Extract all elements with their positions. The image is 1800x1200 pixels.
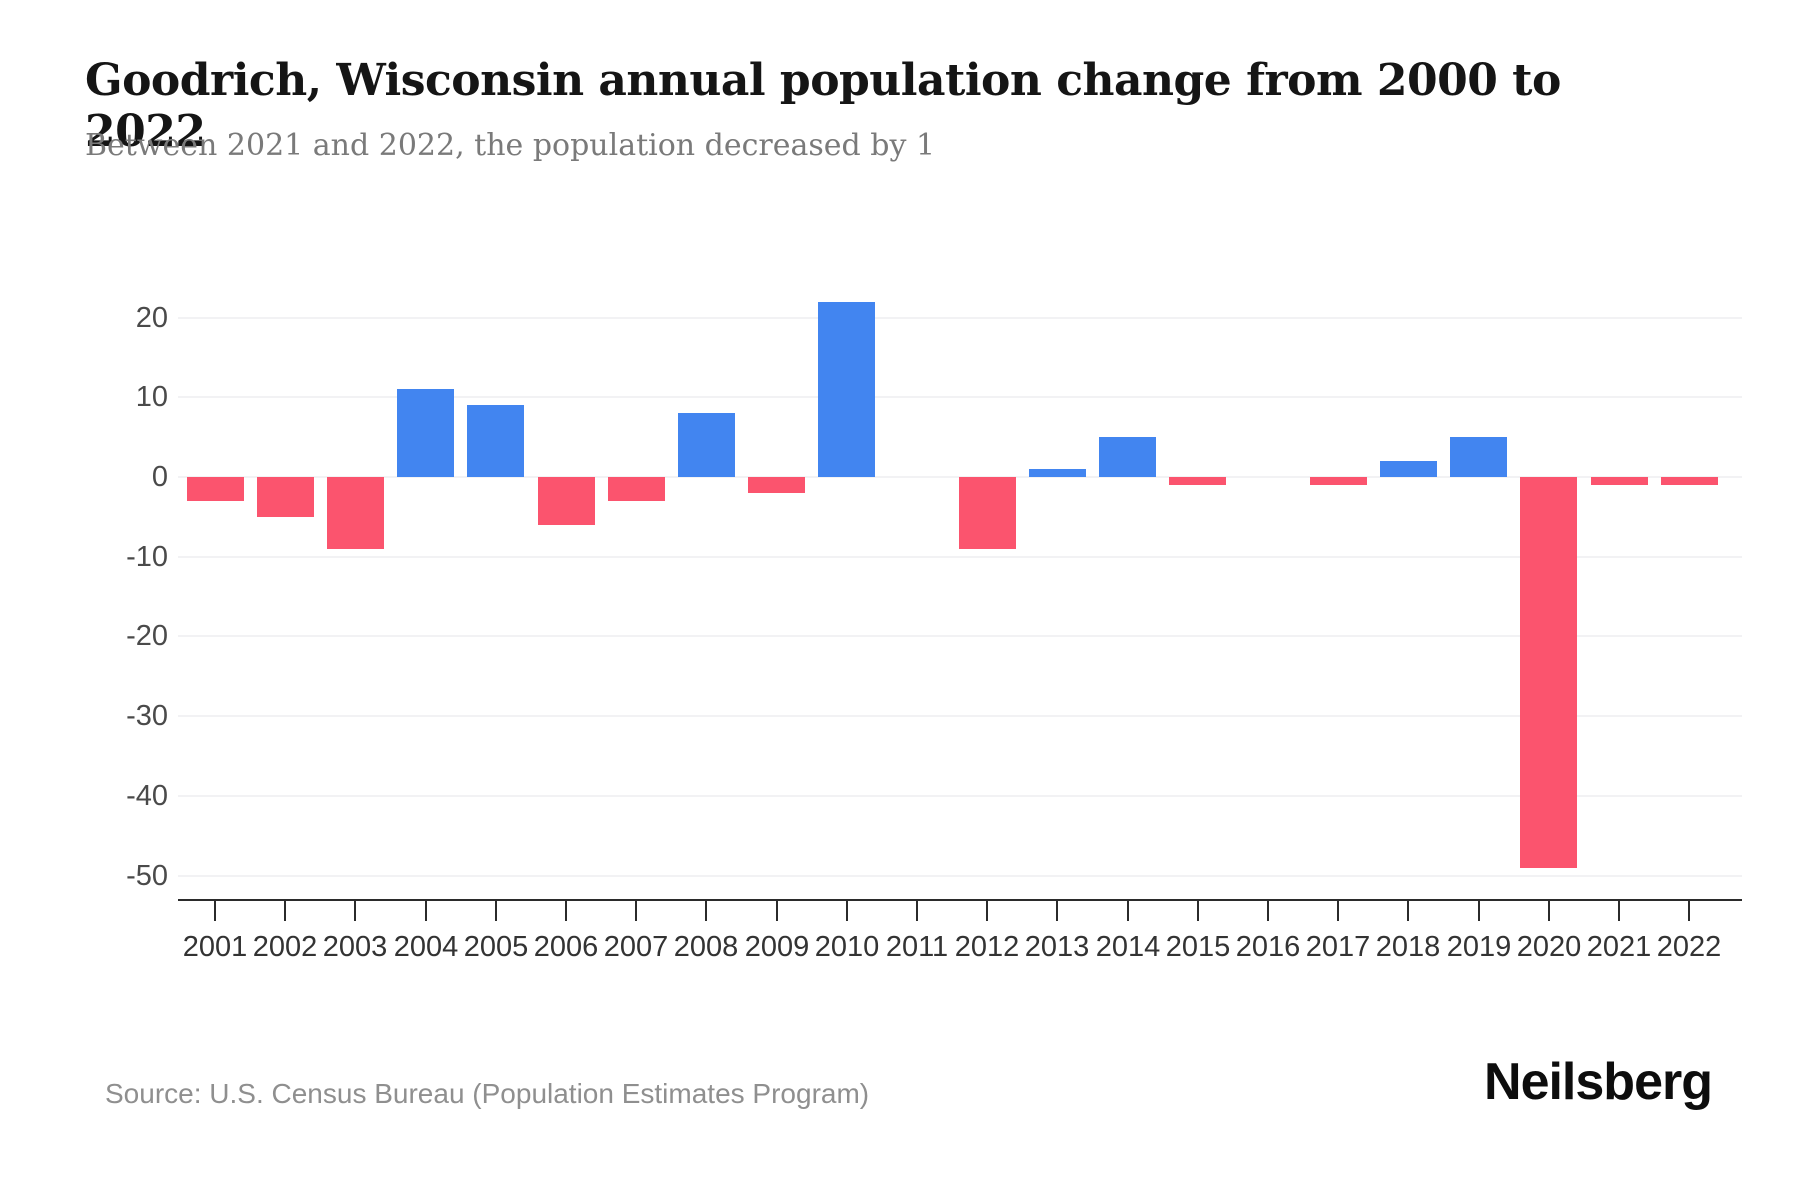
bar-2005[interactable] xyxy=(467,405,524,477)
gridline-y-10 xyxy=(178,396,1742,398)
x-axis-label-2002: 2002 xyxy=(252,931,318,963)
x-tick-2022 xyxy=(1688,899,1690,921)
bar-2014[interactable] xyxy=(1099,437,1156,477)
x-tick-2016 xyxy=(1267,899,1269,921)
x-axis-label-2011: 2011 xyxy=(885,931,949,963)
gridline-y--20 xyxy=(178,635,1742,637)
x-tick-2009 xyxy=(776,899,778,921)
x-tick-2003 xyxy=(354,899,356,921)
bar-2019[interactable] xyxy=(1450,437,1507,477)
bar-2022[interactable] xyxy=(1661,477,1718,485)
bar-2006[interactable] xyxy=(538,477,595,525)
x-tick-2015 xyxy=(1197,899,1199,921)
x-tick-2007 xyxy=(635,899,637,921)
bar-2015[interactable] xyxy=(1169,477,1226,485)
bar-2018[interactable] xyxy=(1380,461,1437,477)
x-axis-label-2016: 2016 xyxy=(1235,931,1301,963)
x-tick-2013 xyxy=(1056,899,1058,921)
x-tick-2001 xyxy=(214,899,216,921)
x-tick-2002 xyxy=(284,899,286,921)
x-tick-2018 xyxy=(1407,899,1409,921)
x-tick-2005 xyxy=(495,899,497,921)
bar-2017[interactable] xyxy=(1310,477,1367,485)
x-axis-label-2021: 2021 xyxy=(1586,931,1652,963)
bar-2020[interactable] xyxy=(1520,477,1577,868)
y-axis-label--10: -10 xyxy=(126,541,168,573)
x-tick-2019 xyxy=(1478,899,1480,921)
x-tick-2021 xyxy=(1618,899,1620,921)
x-axis-label-2013: 2013 xyxy=(1024,931,1090,963)
x-axis-label-2009: 2009 xyxy=(744,931,810,963)
gridline-y--50 xyxy=(178,875,1742,877)
bar-2001[interactable] xyxy=(187,477,244,501)
x-tick-2011 xyxy=(916,899,918,921)
y-axis-label-20: 20 xyxy=(135,302,168,334)
x-axis-label-2007: 2007 xyxy=(603,931,669,963)
bar-2013[interactable] xyxy=(1029,469,1086,477)
x-axis-label-2012: 2012 xyxy=(954,931,1020,963)
y-axis-label--40: -40 xyxy=(126,780,168,812)
y-axis-label--50: -50 xyxy=(126,860,168,892)
chart-title: Goodrich, Wisconsin annual population ch… xyxy=(85,55,1561,157)
bar-2012[interactable] xyxy=(959,477,1016,549)
gridline-y--10 xyxy=(178,556,1742,558)
y-axis-label-10: 10 xyxy=(135,381,168,413)
bar-2021[interactable] xyxy=(1591,477,1648,485)
x-axis-label-2018: 2018 xyxy=(1375,931,1441,963)
x-axis-label-2008: 2008 xyxy=(673,931,739,963)
x-tick-2006 xyxy=(565,899,567,921)
gridline-y-20 xyxy=(178,317,1742,319)
x-tick-2020 xyxy=(1548,899,1550,921)
x-axis-label-2019: 2019 xyxy=(1446,931,1512,963)
x-axis-label-2006: 2006 xyxy=(533,931,599,963)
x-axis-label-2003: 2003 xyxy=(322,931,388,963)
x-tick-2014 xyxy=(1127,899,1129,921)
x-axis-label-2017: 2017 xyxy=(1305,931,1371,963)
x-axis-label-2001: 2001 xyxy=(182,931,248,963)
y-axis-label-0: 0 xyxy=(151,461,168,493)
x-axis-label-2010: 2010 xyxy=(814,931,880,963)
neilsberg-logo: Neilsberg xyxy=(1484,1053,1713,1111)
x-axis-label-2014: 2014 xyxy=(1095,931,1161,963)
x-axis-line xyxy=(178,899,1742,901)
x-axis-label-2022: 2022 xyxy=(1656,931,1722,963)
x-axis-label-2005: 2005 xyxy=(463,931,529,963)
bar-2003[interactable] xyxy=(327,477,384,549)
chart-subtitle: Between 2021 and 2022, the population de… xyxy=(85,128,936,163)
x-tick-2008 xyxy=(705,899,707,921)
bar-2008[interactable] xyxy=(678,413,735,477)
bar-2009[interactable] xyxy=(748,477,805,493)
x-axis-label-2020: 2020 xyxy=(1516,931,1582,963)
bar-2002[interactable] xyxy=(257,477,314,517)
x-tick-2017 xyxy=(1337,899,1339,921)
y-axis-label--30: -30 xyxy=(126,700,168,732)
x-tick-2010 xyxy=(846,899,848,921)
y-axis-label--20: -20 xyxy=(126,620,168,652)
source-note: Source: U.S. Census Bureau (Population E… xyxy=(105,1078,870,1109)
bar-2010[interactable] xyxy=(818,302,875,477)
bar-2007[interactable] xyxy=(608,477,665,501)
x-tick-2012 xyxy=(986,899,988,921)
gridline-y--30 xyxy=(178,715,1742,717)
x-tick-2004 xyxy=(425,899,427,921)
bar-2004[interactable] xyxy=(397,389,454,477)
x-axis-label-2004: 2004 xyxy=(393,931,459,963)
x-axis-label-2015: 2015 xyxy=(1165,931,1231,963)
gridline-y--40 xyxy=(178,795,1742,797)
